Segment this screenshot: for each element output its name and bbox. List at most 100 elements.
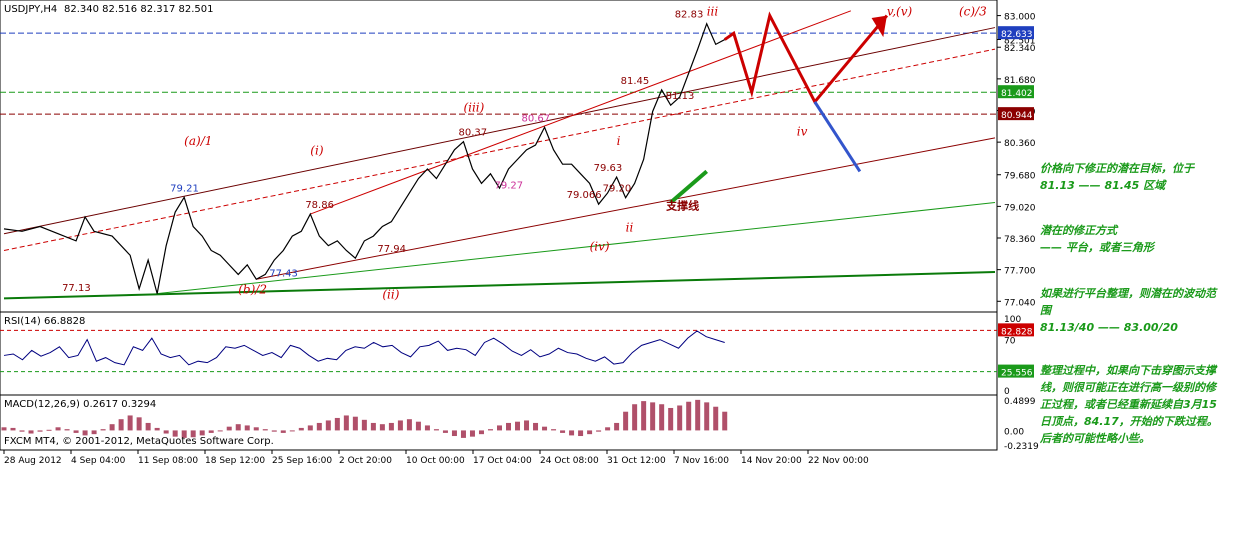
macd-panel [0,394,998,451]
macd-bar [524,420,530,431]
macd-tick-label: 0.00 [1004,427,1024,437]
price-tag-box [998,26,1034,40]
macd-bar [686,401,692,431]
price-tick-label: 79.020 [1004,203,1036,213]
macd-bar [352,416,358,431]
macd-bar [46,429,52,431]
time-axis: 28 Aug 2012 4 Sep 04:00 11 Sep 08:00 18 Sep… [3,450,869,466]
time-tick-label: 25 Sep 16:00 [272,456,332,466]
macd-bar [659,404,665,431]
macd-bar [262,429,268,431]
upper-channel-line [3,27,996,235]
price-series [3,22,726,294]
green-support-line [157,202,996,295]
macd-bar [515,421,521,431]
macd-bar [172,430,178,437]
macd-bar [127,415,133,431]
time-tick-label: 2 Oct 20:00 [339,456,392,466]
macd-bar [677,405,683,431]
macd-bar [64,429,70,431]
macd-bar [343,415,349,431]
note-support-break: 整理过程中，如果向下击穿图示支撑线，则很可能正在进行高一级别的修正过程，或者已经… [1040,362,1225,447]
ohlc-readout: 82.340 82.516 82.317 82.501 [64,4,214,15]
macd-bar [424,425,430,431]
price-tick-label: 80.360 [1004,139,1036,149]
value-label: 81.45 [621,76,650,87]
value-label: 82.83 [675,10,704,21]
time-tick-label: 31 Oct 12:00 [607,456,666,466]
macd-tick-label: -0.2319 [1004,442,1039,452]
rsi-tick-label: 0 [1004,387,1010,397]
macd-bar [163,430,169,434]
price-tick-label: 83.000 [1004,13,1036,23]
chart-labels: (a)/1(i)(iii)(b)/2 (ii)(iv)iiiiiiivv,(v)(… [62,5,987,302]
macd-bar [632,404,638,431]
macd-bar [307,425,313,431]
note-line: —— 平台，或者三角形 [1040,241,1154,254]
macd-bar [235,424,241,431]
macd-bar [497,425,502,431]
macd-bar [433,429,439,431]
macd-bar [370,422,376,431]
value-label: 78.86 [305,200,334,211]
macd-bar [280,430,286,433]
macd-bar [569,430,575,436]
rsi-level-label: 82.828 [1001,327,1033,337]
macd-bar [118,419,124,431]
macd-bar [109,424,115,431]
macd-bar [271,430,277,432]
value-label: 79.21 [170,183,199,194]
wave-label: (ii) [382,287,399,301]
value-label: 81.13 [666,91,695,102]
macd-bar [1,427,7,431]
macd-bar [379,424,385,431]
macd-bar [325,420,331,431]
macd-bar [91,430,97,435]
rsi-line [3,330,725,366]
rsi-level-tag [998,323,1034,337]
macd-bar [55,427,61,431]
macd-bar [289,430,295,432]
price-tag-box [998,85,1034,99]
macd-bar [533,422,539,431]
wave-label: (b)/2 [238,283,267,297]
macd-bar [19,430,25,432]
wave-label: iii [707,5,719,19]
macd-bar [100,429,106,431]
time-tick-label: 7 Nov 16:00 [674,456,729,466]
copyright: FXCM MT4, © 2001-2012, MetaQuotes Softwa… [4,436,274,447]
macd-bar [722,411,728,431]
note-line: 81.13/40 —— 83.00/20 [1040,321,1178,334]
wave-label: (a)/1 [184,134,212,148]
arrowhead-red [871,15,887,38]
wave-label: (c)/3 [959,5,987,19]
wave-label: (iii) [463,100,484,114]
value-label: 77.13 [62,283,91,294]
macd-bar [73,430,79,433]
macd-bar [190,430,196,438]
price-tick-label: 78.360 [1004,235,1036,245]
macd-bar [154,427,160,431]
macd-bar [244,425,250,431]
macd-bar [388,422,394,431]
macd-bar [199,430,205,436]
green-base-line [3,271,996,300]
rsi-panel [0,311,998,396]
macd-bar [181,430,187,438]
note-line: 如果进行平台整理，则潜在的波动范围 [1040,287,1216,317]
time-tick-label: 28 Aug 2012 [4,456,62,466]
macd-bar [641,401,647,431]
price-tick-label: 82.501 [1004,37,1036,47]
price-tag-label: 81.402 [1001,89,1033,99]
projected-path-red [723,11,889,105]
time-tick-label: 24 Oct 08:00 [540,456,599,466]
value-label: 79.066 [567,190,602,201]
macd-bar [578,430,584,437]
macd-bar [451,430,457,437]
macd-bar [560,430,566,433]
macd-bar [28,430,34,434]
value-label: 80.37 [458,128,487,139]
lower-channel-line [256,137,996,280]
note-line: 整理过程中，如果向下击穿图示支撑线，则很可能正在进行高一级别的修正过程，或者已经… [1040,364,1218,428]
